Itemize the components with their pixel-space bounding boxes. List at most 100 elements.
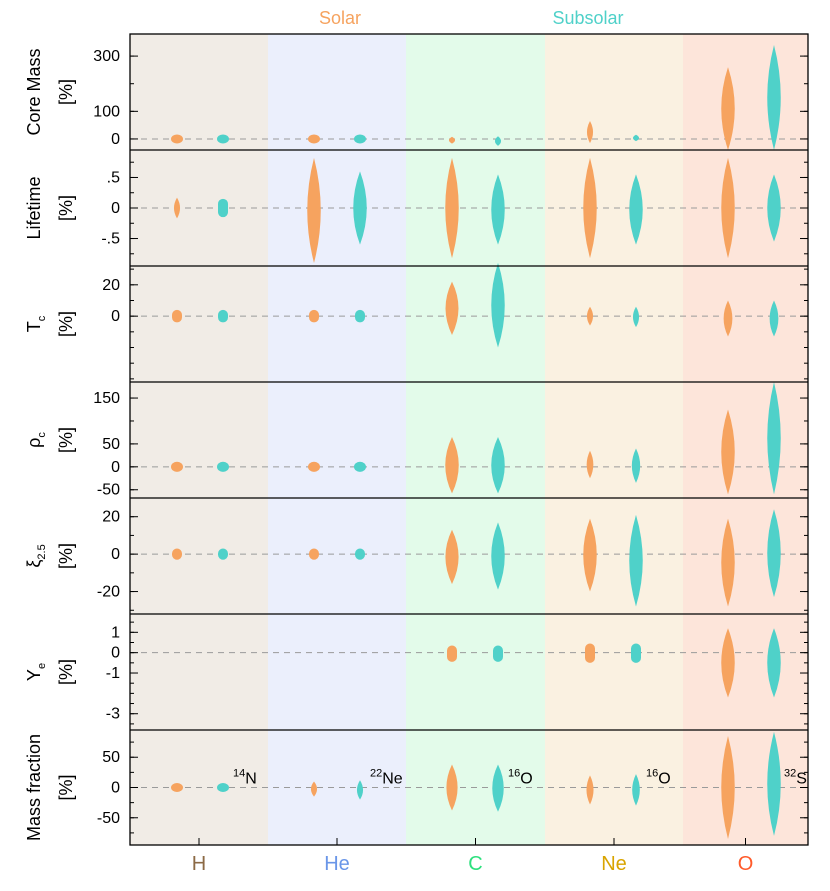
panel-3 xyxy=(130,262,808,348)
y-tick-label: 0 xyxy=(111,308,120,325)
solar-mark-o xyxy=(721,157,735,259)
subsolar-mark-he xyxy=(355,309,365,323)
y-tick-label: -3 xyxy=(106,706,120,723)
y-axis-unit: [%] xyxy=(56,774,76,800)
solar-mark-h xyxy=(171,134,183,144)
solar-mark-o xyxy=(721,409,735,495)
category-backgrounds xyxy=(130,34,808,845)
solar-mark-o xyxy=(721,518,735,607)
solar-mark-h xyxy=(173,197,181,219)
panel-2 xyxy=(130,157,808,263)
subsolar-mark-ne xyxy=(631,448,641,483)
solar-mark-h xyxy=(172,309,182,323)
solar-mark-c xyxy=(445,281,459,335)
y-tick-label: 0 xyxy=(111,546,120,563)
solar-mark-ne xyxy=(583,518,597,592)
solar-mark-c xyxy=(445,529,459,585)
subsolar-mark-ne xyxy=(631,643,641,663)
subsolar-mark-h xyxy=(217,134,229,144)
subsolar-mark-ne xyxy=(632,774,640,806)
solar-mark-o xyxy=(721,736,735,839)
subsolar-mark-c xyxy=(491,262,505,348)
solar-mark-h xyxy=(171,461,183,472)
panel-6 xyxy=(130,628,808,698)
y-axis-title: Tc xyxy=(24,315,48,332)
y-tick-label: 0 xyxy=(111,131,120,148)
y-tick-label: 20 xyxy=(102,277,120,294)
solar-mark-ne xyxy=(586,775,594,805)
solar-mark-h xyxy=(171,783,183,792)
solar-mark-h xyxy=(172,548,182,560)
solar-mark-ne xyxy=(585,643,595,663)
y-tick-label: 50 xyxy=(102,749,120,766)
subsolar-mark-he xyxy=(354,461,366,472)
y-axis-label: Mass fraction [%] xyxy=(24,734,76,841)
solar-mark-o xyxy=(721,628,735,698)
solar-mark-he xyxy=(309,309,319,323)
y-axis-title: Core Mass xyxy=(24,48,44,135)
category-label-c: C xyxy=(468,853,482,875)
y-tick-label: -50 xyxy=(97,810,120,827)
subsolar-mark-o xyxy=(767,45,781,150)
y-axis-title: ρc xyxy=(24,432,48,448)
solar-mark-ne xyxy=(583,157,597,259)
solar-mark-o xyxy=(721,67,735,150)
y-axis-label: Core Mass [%] xyxy=(24,48,76,135)
y-tick-label: 100 xyxy=(93,103,120,120)
y-axis-unit: [%] xyxy=(56,79,76,105)
y-tick-label: 300 xyxy=(93,48,120,65)
y-axis-title: ξ2.5 xyxy=(24,544,48,567)
category-bg-c xyxy=(406,34,545,845)
isotope-label: 16O xyxy=(646,768,671,788)
solar-mark-c xyxy=(448,136,456,144)
panel-1 xyxy=(130,45,808,150)
solar-mark-he xyxy=(308,134,320,144)
subsolar-mark-he xyxy=(354,134,366,144)
y-axis-unit: [%] xyxy=(56,427,76,453)
subsolar-mark-o xyxy=(767,174,781,242)
panels: 14N 22Ne 16O 16O 32S xyxy=(130,45,808,839)
solar-mark-ne xyxy=(586,306,594,326)
category-label-ne: Ne xyxy=(601,853,627,875)
subsolar-mark-h xyxy=(217,461,229,472)
category-bg-h xyxy=(130,34,268,845)
subsolar-mark-ne xyxy=(632,134,640,142)
y-axis-unit: [%] xyxy=(56,311,76,337)
y-axis-label: Tc [%] xyxy=(24,311,76,337)
y-tick-label: -20 xyxy=(97,584,120,601)
subsolar-mark-ne xyxy=(629,514,643,607)
y-axis-title: Mass fraction xyxy=(24,734,44,841)
panel-4 xyxy=(130,382,808,495)
panel-7: 14N 22Ne 16O 16O 32S xyxy=(130,731,808,839)
solar-mark-ne xyxy=(586,121,594,144)
subsolar-mark-c xyxy=(491,174,505,245)
y-tick-label: 0 xyxy=(111,459,120,476)
solar-mark-he xyxy=(308,461,320,472)
solar-mark-he xyxy=(310,781,318,797)
solar-mark-c xyxy=(445,157,459,259)
solar-mark-o xyxy=(723,300,733,337)
plot-frame xyxy=(129,33,809,846)
y-tick-label: -1 xyxy=(106,665,120,682)
subsolar-mark-o xyxy=(767,628,781,698)
category-label-he: He xyxy=(324,853,350,875)
subsolar-mark-o xyxy=(767,509,781,598)
category-labels: H He C Ne O xyxy=(192,853,754,875)
solar-mark-he xyxy=(309,548,319,560)
subsolar-mark-o xyxy=(767,382,781,495)
y-axis-unit: [%] xyxy=(56,543,76,569)
subsolar-mark-o xyxy=(769,300,779,337)
y-axis-title: Ye xyxy=(24,663,48,681)
y-tick-label: .5 xyxy=(107,169,120,186)
y-axis-unit: [%] xyxy=(56,195,76,221)
subsolar-mark-ne xyxy=(632,306,640,328)
subsolar-mark-h xyxy=(218,198,228,218)
y-tick-label: 0 xyxy=(111,645,120,662)
y-axis-label: ρc [%] xyxy=(24,427,76,453)
subsolar-mark-he xyxy=(353,171,367,245)
isotope-label: 32S xyxy=(784,768,807,788)
isotope-label: 22Ne xyxy=(370,768,403,788)
y-tick-label: 0 xyxy=(111,200,120,217)
